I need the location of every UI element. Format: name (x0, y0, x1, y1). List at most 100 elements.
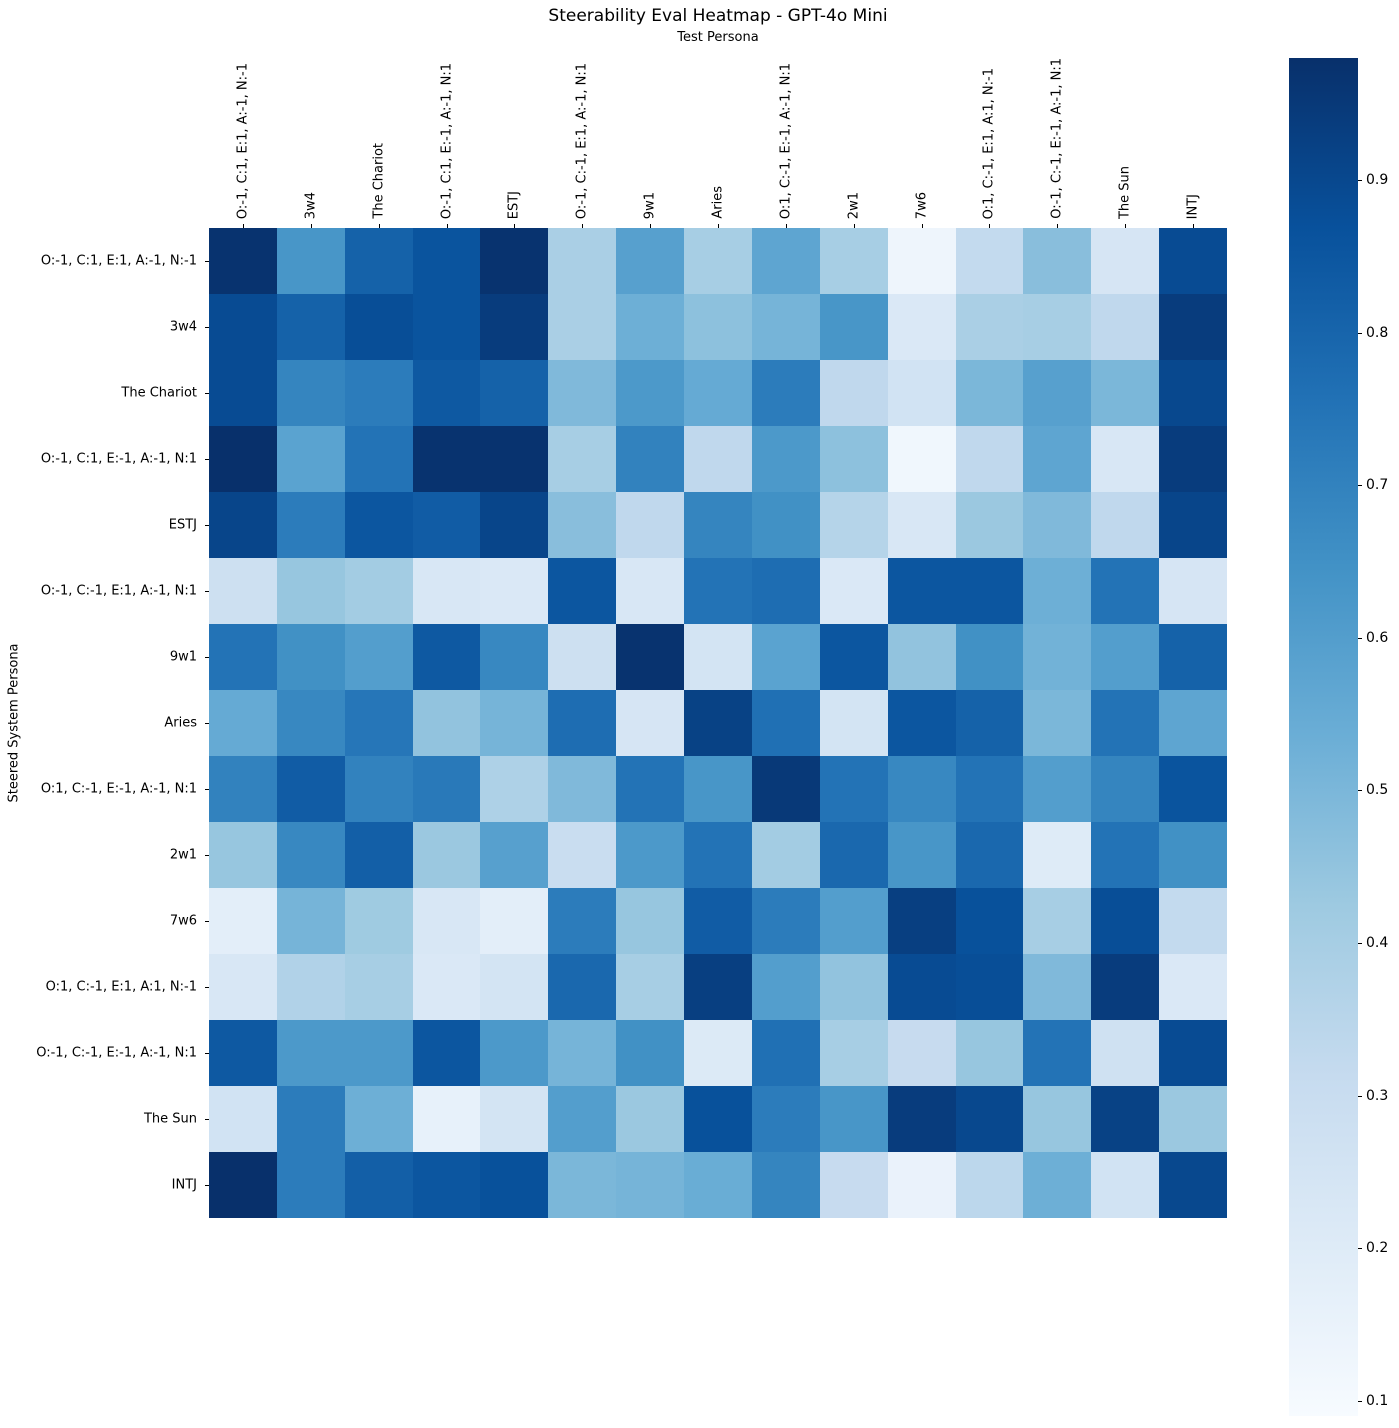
heatmap-cell (209, 1020, 277, 1086)
heatmap-cell (819, 1152, 888, 1218)
heatmap-cell (344, 954, 413, 1020)
x-tick-mark (921, 224, 923, 228)
heatmap-cell (412, 954, 481, 1020)
heatmap-cell (344, 822, 413, 888)
heatmap-cell (751, 360, 820, 426)
heatmap-cell (955, 624, 1024, 690)
heatmap-cell (276, 294, 345, 360)
heatmap-cell (751, 954, 820, 1020)
heatmap-cell (276, 558, 345, 624)
y-tick-label: ESTJ (168, 517, 197, 533)
heatmap-cell (209, 558, 277, 624)
heatmap-cell (616, 228, 685, 294)
colorbar-tick-mark (1358, 942, 1362, 944)
heatmap-cell (1023, 426, 1092, 492)
heatmap-cell (684, 228, 752, 294)
heatmap-cell (955, 756, 1024, 822)
heatmap-cell (412, 228, 481, 294)
heatmap-cell (276, 1020, 345, 1086)
colorbar-tick-label: 0.6 (1366, 629, 1389, 646)
heatmap-cell (1159, 756, 1227, 822)
heatmap-cell (616, 360, 685, 426)
heatmap-cell (955, 822, 1024, 888)
heatmap-cell (548, 888, 617, 954)
heatmap-cell (1091, 426, 1160, 492)
heatmap-cell (209, 624, 277, 690)
x-tick-label: 7w6 (914, 191, 930, 219)
heatmap-cell (955, 1086, 1024, 1152)
heatmap-cell (887, 294, 956, 360)
colorbar-tick-label: 0.4 (1366, 934, 1389, 951)
heatmap-cell (548, 426, 617, 492)
heatmap-cell (1091, 228, 1160, 294)
heatmap-cell (548, 492, 617, 558)
y-tick-label: O:1, C:-1, E:-1, A:-1, N:1 (40, 781, 197, 797)
heatmap-cell (276, 624, 345, 690)
heatmap-cell (1023, 690, 1092, 756)
heatmap-cell (1023, 294, 1092, 360)
heatmap-cell (819, 492, 888, 558)
colorbar-tick-label: 0.1 (1366, 1392, 1389, 1409)
heatmap-cell (548, 1020, 617, 1086)
heatmap-cell (751, 426, 820, 492)
heatmap-cell (1091, 822, 1160, 888)
heatmap-cell (1091, 888, 1160, 954)
colorbar-tick-mark (1358, 1095, 1362, 1097)
heatmap-cell (480, 756, 549, 822)
x-tick-label: O:-1, C:1, E:1, A:-1, N:-1 (235, 62, 251, 219)
heatmap-cell (1159, 492, 1227, 558)
colorbar-tick-mark (1358, 332, 1362, 334)
heatmap-cell (1091, 756, 1160, 822)
heatmap-cell (955, 492, 1024, 558)
heatmap-grid (209, 228, 1227, 1218)
heatmap-cell (412, 690, 481, 756)
x-tick-labels: O:-1, C:1, E:1, A:-1, N:-1 3w4 The Chariot… (209, 0, 1227, 228)
y-tick-mark (205, 723, 209, 724)
heatmap-cell (344, 294, 413, 360)
heatmap-cell (480, 954, 549, 1020)
heatmap-cell (480, 294, 549, 360)
heatmap-cell (548, 822, 617, 888)
heatmap-cell (1091, 558, 1160, 624)
x-tick-mark (1057, 224, 1059, 228)
y-tick-label: 7w6 (169, 913, 197, 929)
heatmap-cell (887, 954, 956, 1020)
heatmap-cell (1159, 1086, 1227, 1152)
heatmap-cell (751, 888, 820, 954)
heatmap-cell (1023, 1086, 1092, 1152)
y-tick-mark (205, 987, 209, 988)
heatmap-cell (751, 624, 820, 690)
colorbar-tick-label: 0.7 (1366, 477, 1389, 494)
heatmap-cell (344, 360, 413, 426)
heatmap-cell (1159, 360, 1227, 426)
heatmap-cell (887, 360, 956, 426)
x-tick-mark (853, 224, 855, 228)
heatmap-cell (955, 558, 1024, 624)
heatmap-cell (684, 1020, 752, 1086)
x-tick-label: 3w4 (303, 191, 319, 219)
heatmap-cell (955, 1152, 1024, 1218)
y-tick-mark (205, 327, 209, 328)
heatmap-cell (684, 624, 752, 690)
heatmap-cell (412, 1020, 481, 1086)
heatmap-cell (276, 1152, 345, 1218)
x-tick-label: O:-1, C:1, E:-1, A:-1, N:1 (439, 62, 455, 219)
heatmap-cell (480, 1020, 549, 1086)
heatmap-cell (344, 1086, 413, 1152)
heatmap-cell (412, 492, 481, 558)
heatmap-cell (344, 756, 413, 822)
heatmap-cell (1091, 1086, 1160, 1152)
heatmap-cell (412, 360, 481, 426)
heatmap-cell (955, 1020, 1024, 1086)
heatmap-cell (819, 1086, 888, 1152)
heatmap-cell (616, 1020, 685, 1086)
y-tick-label: O:1, C:-1, E:1, A:1, N:-1 (45, 979, 197, 995)
heatmap-cell (887, 1086, 956, 1152)
y-tick-label: The Sun (143, 1111, 197, 1127)
y-tick-label: O:-1, C:-1, E:1, A:-1, N:1 (40, 583, 197, 599)
heatmap-cell (751, 1086, 820, 1152)
x-tick-mark (582, 224, 584, 228)
heatmap-cell (1091, 1152, 1160, 1218)
heatmap-cell (209, 492, 277, 558)
heatmap-cell (819, 888, 888, 954)
